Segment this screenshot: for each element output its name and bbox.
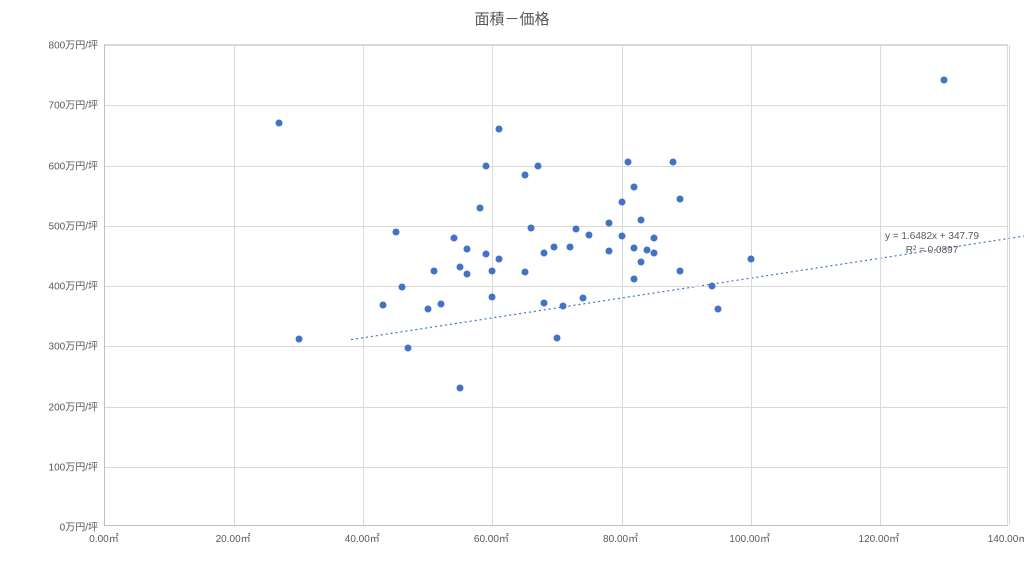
data-point <box>650 249 657 256</box>
data-point <box>534 162 541 169</box>
data-point <box>431 267 438 274</box>
data-point <box>637 258 644 265</box>
gridline-v <box>1009 45 1010 525</box>
data-point <box>482 251 489 258</box>
trendline <box>209 89 1024 564</box>
y-tick-label: 200万円/坪 <box>49 398 98 413</box>
gridline-h <box>105 166 1007 167</box>
data-point <box>476 204 483 211</box>
data-point <box>399 284 406 291</box>
r-squared-line: R² = 0.0897 <box>885 244 979 258</box>
data-point <box>650 234 657 241</box>
gridline-h <box>105 407 1007 408</box>
y-tick-label: 600万円/坪 <box>49 157 98 172</box>
trendline-equation: y = 1.6482x + 347.79 R² = 0.0897 <box>885 230 979 258</box>
chart-title: 面積－価格 <box>0 8 1024 29</box>
y-tick-label: 500万円/坪 <box>49 217 98 232</box>
data-point <box>715 305 722 312</box>
gridline-h <box>105 105 1007 106</box>
scatter-chart: 面積－価格 y = 1.6482x + 347.79 R² = 0.0897 0… <box>0 0 1024 564</box>
data-point <box>489 267 496 274</box>
y-tick-label: 300万円/坪 <box>49 338 98 353</box>
data-point <box>550 243 557 250</box>
data-point <box>631 275 638 282</box>
data-point <box>450 234 457 241</box>
data-point <box>521 171 528 178</box>
gridline-v <box>622 45 623 525</box>
data-point <box>579 295 586 302</box>
gridline-h <box>105 346 1007 347</box>
data-point <box>295 336 302 343</box>
data-point <box>392 228 399 235</box>
data-point <box>676 267 683 274</box>
gridline-v <box>492 45 493 525</box>
x-tick-label: 100.00㎡ <box>729 530 770 545</box>
data-point <box>457 263 464 270</box>
gridline-h <box>105 226 1007 227</box>
data-point <box>586 231 593 238</box>
data-point <box>676 195 683 202</box>
data-point <box>631 245 638 252</box>
x-tick-label: 60.00㎡ <box>474 530 509 545</box>
gridline-v <box>234 45 235 525</box>
data-point <box>618 232 625 239</box>
data-point <box>489 293 496 300</box>
data-point <box>424 306 431 313</box>
data-point <box>625 159 632 166</box>
data-point <box>528 224 535 231</box>
data-point <box>495 255 502 262</box>
data-point <box>566 243 573 250</box>
data-point <box>573 225 580 232</box>
data-point <box>631 183 638 190</box>
x-tick-label: 40.00㎡ <box>345 530 380 545</box>
gridline-h <box>105 467 1007 468</box>
data-point <box>605 219 612 226</box>
x-tick-label: 140.00㎡ <box>988 530 1024 545</box>
data-point <box>405 345 412 352</box>
plot-area <box>104 44 1008 526</box>
data-point <box>482 162 489 169</box>
data-point <box>554 335 561 342</box>
x-tick-label: 20.00㎡ <box>216 530 251 545</box>
data-point <box>560 302 567 309</box>
y-tick-label: 700万円/坪 <box>49 97 98 112</box>
data-point <box>605 248 612 255</box>
data-point <box>670 159 677 166</box>
gridline-h <box>105 286 1007 287</box>
y-tick-label: 0万円/坪 <box>60 519 98 534</box>
data-point <box>521 269 528 276</box>
data-point <box>618 198 625 205</box>
data-point <box>747 256 754 263</box>
data-point <box>379 302 386 309</box>
gridline-h <box>105 45 1007 46</box>
gridline-v <box>880 45 881 525</box>
x-tick-label: 120.00㎡ <box>859 530 900 545</box>
data-point <box>463 245 470 252</box>
data-point <box>541 299 548 306</box>
gridline-v <box>751 45 752 525</box>
data-point <box>637 216 644 223</box>
x-tick-label: 80.00㎡ <box>603 530 638 545</box>
y-tick-label: 800万円/坪 <box>49 37 98 52</box>
data-point <box>457 384 464 391</box>
data-point <box>541 249 548 256</box>
gridline-v <box>363 45 364 525</box>
data-point <box>708 283 715 290</box>
data-point <box>276 120 283 127</box>
data-point <box>463 270 470 277</box>
data-point <box>437 301 444 308</box>
data-point <box>941 76 948 83</box>
y-tick-label: 100万円/坪 <box>49 458 98 473</box>
y-tick-label: 400万円/坪 <box>49 278 98 293</box>
equation-line: y = 1.6482x + 347.79 <box>885 230 979 244</box>
data-point <box>495 126 502 133</box>
